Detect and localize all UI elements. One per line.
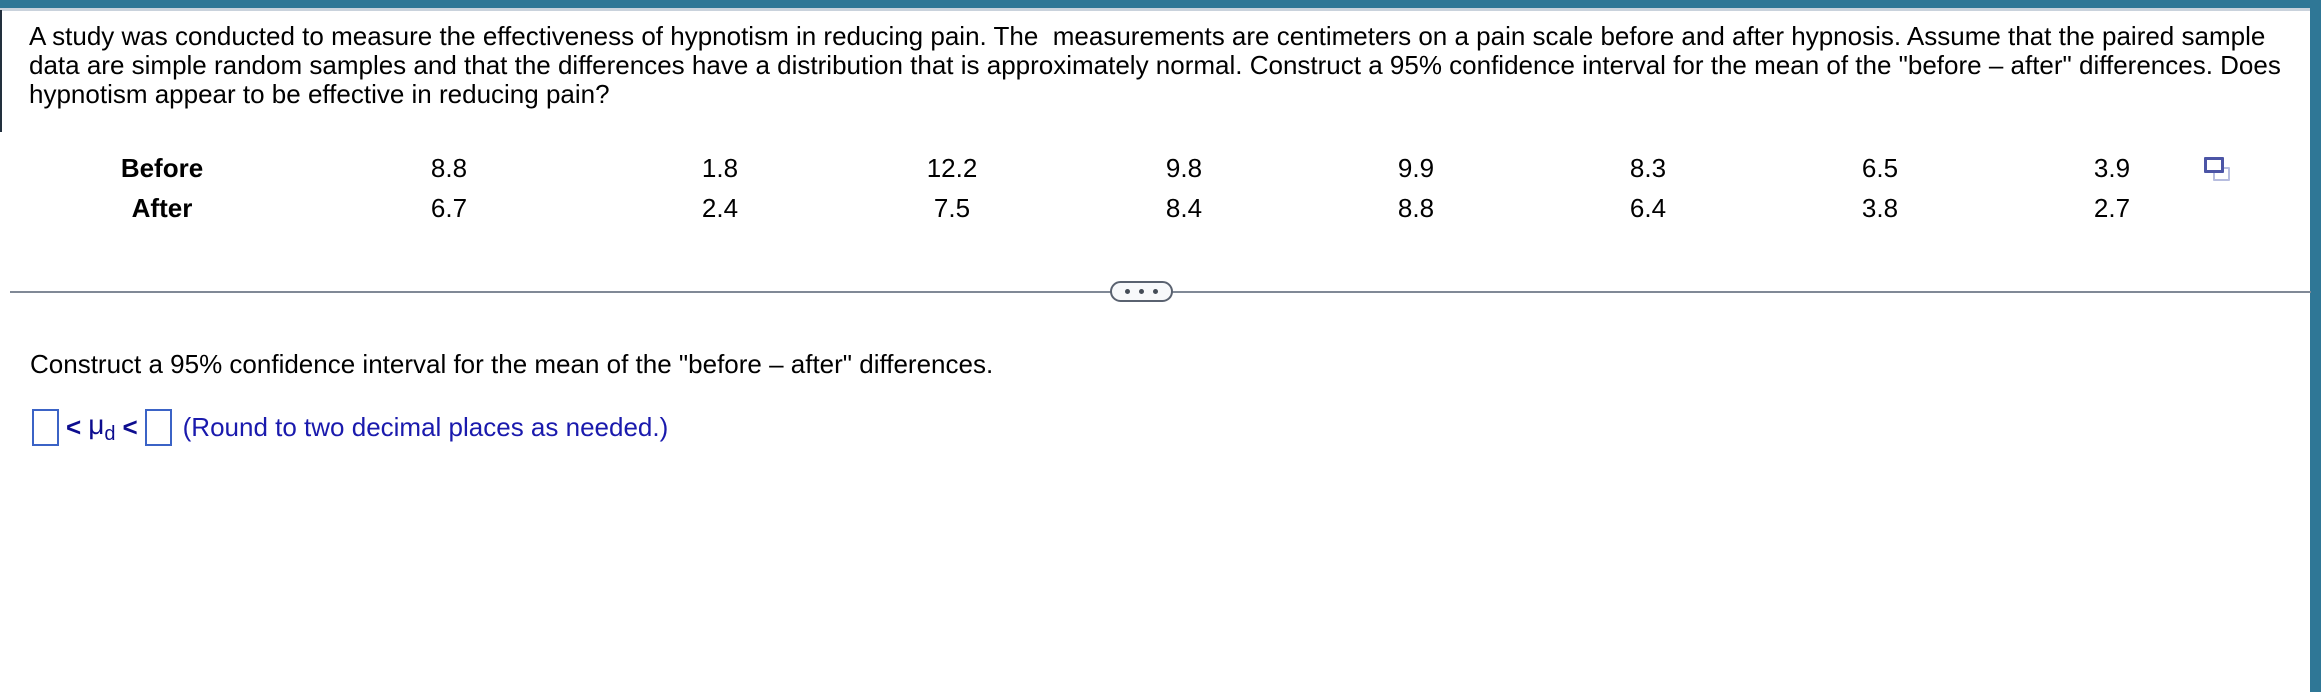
- window-edge-line: [0, 10, 2, 132]
- question-prompt: Construct a 95% confidence interval for …: [30, 349, 994, 379]
- answer-row: < μd < (Round to two decimal places as n…: [32, 406, 668, 448]
- before-value: 9.8: [1165, 152, 1203, 183]
- before-value: 6.5: [1861, 152, 1899, 183]
- after-value: 2.7: [2093, 192, 2131, 223]
- before-value: 8.8: [430, 152, 468, 183]
- lower-bound-input[interactable]: [32, 408, 59, 446]
- row-label-after: After: [131, 192, 193, 223]
- before-value: 12.2: [926, 152, 978, 183]
- top-accent-bar: [0, 0, 2321, 8]
- before-value: 9.9: [1397, 152, 1435, 183]
- ellipsis-icon: [1139, 289, 1144, 294]
- relation-less-than: <: [122, 411, 138, 442]
- top-accent-underline: [0, 8, 2321, 11]
- before-value: 1.8: [701, 152, 739, 183]
- after-value: 6.4: [1629, 192, 1667, 223]
- row-label-before: Before: [120, 152, 204, 183]
- right-accent-bar: [2310, 0, 2321, 692]
- statement-line: data are simple random samples and that …: [29, 50, 2281, 80]
- copy-data-icon: [2204, 157, 2224, 173]
- statement-line: hypnotism appear to be effective in redu…: [29, 79, 610, 109]
- after-value: 8.8: [1397, 192, 1435, 223]
- expand-collapse-button[interactable]: [1110, 281, 1173, 302]
- before-value: 8.3: [1629, 152, 1667, 183]
- ellipsis-icon: [1125, 289, 1130, 294]
- mu-d-symbol: μd: [88, 408, 116, 445]
- after-value: 7.5: [933, 192, 971, 223]
- problem-statement: A study was conducted to measure the eff…: [29, 22, 2281, 109]
- after-value: 8.4: [1165, 192, 1203, 223]
- paired-data-table: Before 8.8 1.8 12.2 9.8 9.9 8.3 6.5 3.9 …: [30, 148, 2228, 228]
- statement-line: A study was conducted to measure the eff…: [29, 21, 2266, 51]
- before-value: 3.9: [2093, 152, 2131, 183]
- ellipsis-icon: [1153, 289, 1158, 294]
- relation-less-than: <: [66, 411, 82, 442]
- after-value: 2.4: [701, 192, 739, 223]
- after-value: 6.7: [430, 192, 468, 223]
- copy-data-button[interactable]: [2204, 157, 2232, 183]
- rounding-instruction: (Round to two decimal places as needed.): [182, 411, 669, 442]
- after-value: 3.8: [1861, 192, 1899, 223]
- upper-bound-input[interactable]: [144, 408, 172, 446]
